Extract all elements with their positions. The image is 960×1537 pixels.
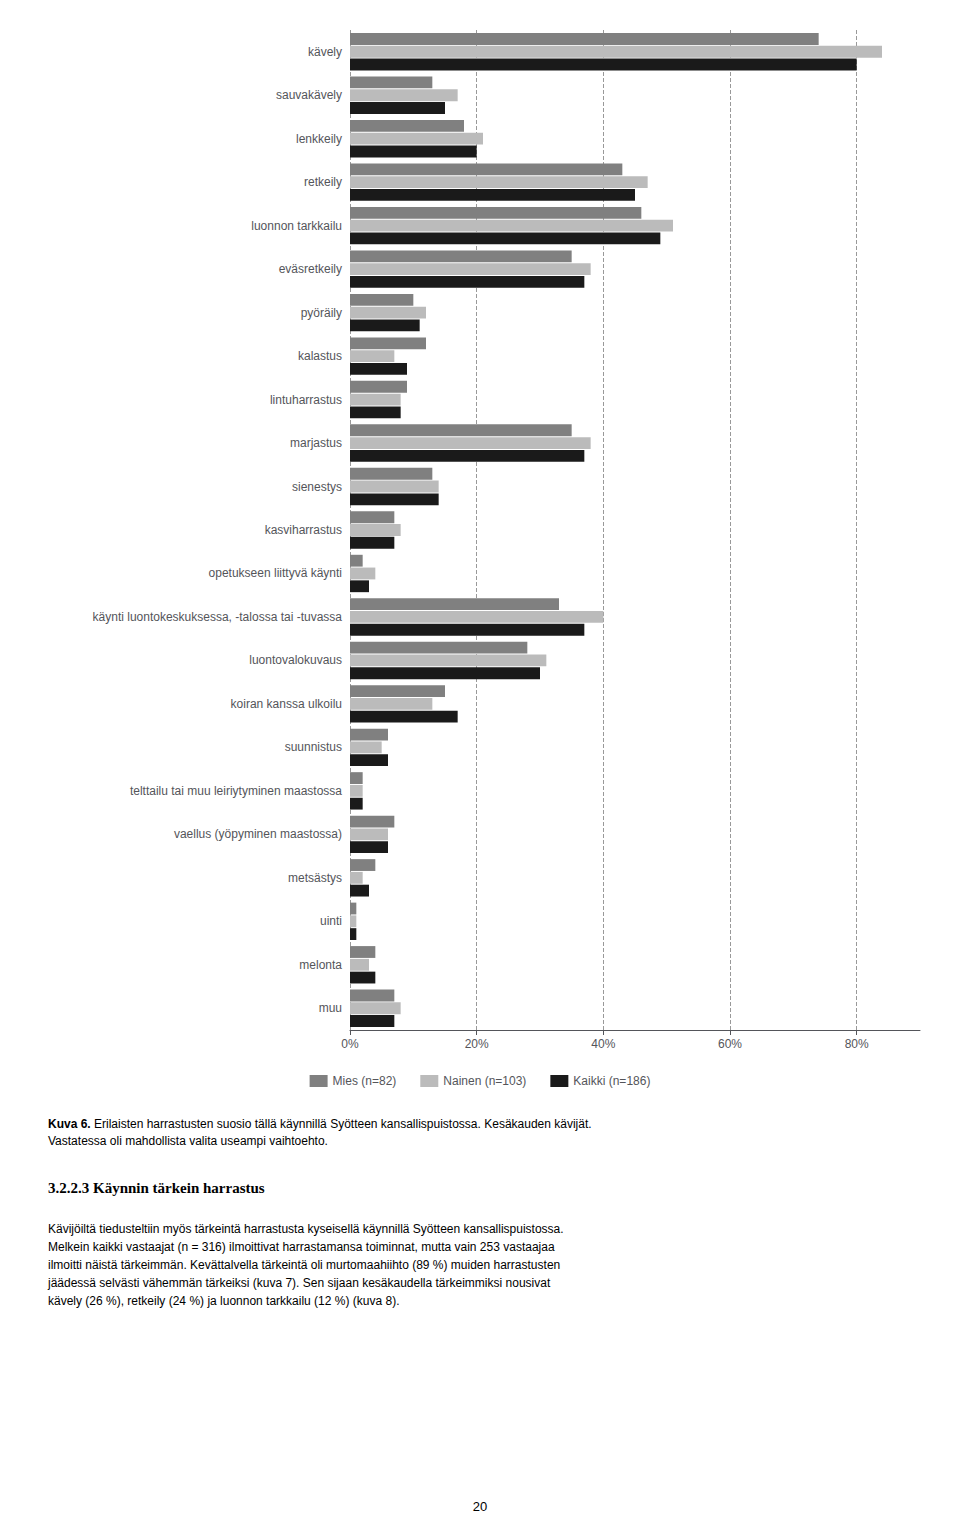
svg-text:eväsretkeily: eväsretkeily (279, 262, 342, 276)
svg-text:kalastus: kalastus (298, 349, 342, 363)
svg-text:sienestys: sienestys (292, 480, 342, 494)
svg-text:jäädessä selvästi vähemmän tär: jäädessä selvästi vähemmän tärkeiksi (ku… (47, 1276, 551, 1290)
svg-text:Vastatessa oli mahdollista val: Vastatessa oli mahdollista valita useamp… (48, 1134, 328, 1148)
svg-text:40%: 40% (591, 1037, 615, 1051)
svg-text:sauvakävely: sauvakävely (276, 88, 342, 102)
svg-text:60%: 60% (718, 1037, 742, 1051)
svg-text:opetukseen liittyvä käynti: opetukseen liittyvä käynti (209, 566, 342, 580)
svg-text:luontovalokuvaus: luontovalokuvaus (249, 653, 342, 667)
svg-text:Kaikki (n=186): Kaikki (n=186) (573, 1074, 650, 1088)
svg-text:suunnistus: suunnistus (285, 740, 342, 754)
svg-text:20%: 20% (465, 1037, 489, 1051)
svg-text:kasviharrastus: kasviharrastus (265, 523, 342, 537)
svg-text:ilmoitti näistä tärkeimmän. Ke: ilmoitti näistä tärkeimmän. Kevättalvell… (48, 1258, 560, 1272)
svg-text:Nainen (n=103): Nainen (n=103) (443, 1074, 526, 1088)
svg-text:vaellus (yöpyminen maastossa): vaellus (yöpyminen maastossa) (174, 827, 342, 841)
svg-text:retkeily: retkeily (304, 175, 342, 189)
svg-text:kävely: kävely (308, 45, 342, 59)
svg-text:pyöräily: pyöräily (301, 306, 342, 320)
svg-text:metsästys: metsästys (288, 871, 342, 885)
svg-text:0%: 0% (341, 1037, 359, 1051)
svg-text:Melkein kaikki vastaajat (n =: Melkein kaikki vastaajat (n = 316) ilmoi… (48, 1240, 555, 1254)
svg-text:lenkkeily: lenkkeily (296, 132, 342, 146)
svg-text:3.2.2.3 Käynnin tärkein harras: 3.2.2.3 Käynnin tärkein harrastus (48, 1180, 265, 1196)
svg-text:telttailu tai muu leiriytymine: telttailu tai muu leiriytyminen maastoss… (130, 784, 342, 798)
svg-text:20: 20 (473, 1499, 487, 1514)
svg-text:marjastus: marjastus (290, 436, 342, 450)
svg-text:lintuharrastus: lintuharrastus (270, 393, 342, 407)
svg-text:muu: muu (319, 1001, 342, 1015)
svg-text:Erilaisten harrastusten suosio: Erilaisten harrastusten suosio tällä käy… (91, 1117, 592, 1131)
svg-text:kävely (26 %), retkeily (24 %): kävely (26 %), retkeily (24 %) ja luonno… (48, 1294, 399, 1308)
svg-text:uinti: uinti (320, 914, 342, 928)
svg-text:käynti luontokeskuksessa, -tal: käynti luontokeskuksessa, -talossa tai -… (93, 610, 343, 624)
svg-text:80%: 80% (845, 1037, 869, 1051)
svg-text:luonnon tarkkailu: luonnon tarkkailu (251, 219, 342, 233)
svg-text:Kuva 6.: Kuva 6. (48, 1117, 91, 1131)
svg-text:melonta: melonta (299, 958, 342, 972)
svg-text:Kävijöiltä tiedusteltiin myös: Kävijöiltä tiedusteltiin myös tärkeintä … (48, 1222, 564, 1236)
svg-text:Mies (n=82): Mies (n=82) (333, 1074, 397, 1088)
svg-text:koiran kanssa ulkoilu: koiran kanssa ulkoilu (231, 697, 342, 711)
